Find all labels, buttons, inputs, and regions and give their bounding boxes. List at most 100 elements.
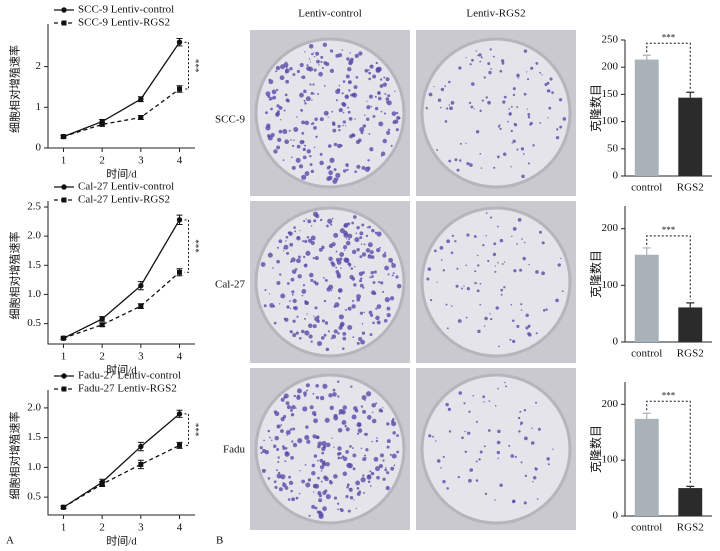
y-tick-label: 2.5 xyxy=(27,201,41,213)
colony xyxy=(304,434,310,441)
colony xyxy=(346,168,349,172)
colony xyxy=(489,48,492,51)
colony xyxy=(278,471,281,474)
colony xyxy=(446,107,449,110)
colony xyxy=(369,470,372,473)
colony xyxy=(336,502,340,505)
colony xyxy=(482,395,486,399)
colony xyxy=(496,440,501,445)
x-tick-label: control xyxy=(631,522,662,534)
colony xyxy=(311,471,316,476)
colony xyxy=(375,439,379,443)
colony xyxy=(353,283,357,287)
colony xyxy=(305,383,310,388)
colony xyxy=(313,315,315,317)
colony xyxy=(291,156,293,159)
colony xyxy=(275,469,278,472)
colony xyxy=(347,80,352,85)
colony xyxy=(440,467,442,469)
colony xyxy=(351,249,357,255)
colony xyxy=(362,409,367,414)
colony xyxy=(326,166,331,170)
colony xyxy=(342,111,345,114)
colony xyxy=(345,95,349,98)
colony xyxy=(361,166,366,170)
colony xyxy=(485,212,488,214)
colony xyxy=(297,274,302,279)
colony xyxy=(285,430,291,435)
colony xyxy=(497,261,499,264)
colony xyxy=(334,302,340,308)
colony xyxy=(428,92,433,97)
colony xyxy=(534,467,538,471)
colony xyxy=(386,471,390,475)
colony xyxy=(525,326,529,330)
colony xyxy=(288,475,292,479)
colony xyxy=(497,387,499,390)
colony xyxy=(523,92,527,96)
colony xyxy=(531,427,533,430)
colony xyxy=(274,435,279,441)
colony xyxy=(479,60,482,63)
colony xyxy=(335,269,340,274)
colony xyxy=(364,166,370,172)
colony xyxy=(314,316,320,322)
colony xyxy=(268,78,271,82)
x-tick-label: RGS2 xyxy=(677,522,704,534)
colony xyxy=(324,321,329,325)
colony xyxy=(277,456,280,459)
colony xyxy=(357,138,362,143)
colony xyxy=(285,79,290,84)
colony xyxy=(310,340,313,343)
colony xyxy=(320,60,323,64)
colony xyxy=(367,69,370,71)
colony xyxy=(542,309,546,312)
colony xyxy=(500,288,504,292)
colony xyxy=(373,456,379,462)
colony xyxy=(510,166,512,168)
colony xyxy=(321,319,325,323)
colony xyxy=(547,463,550,466)
colony xyxy=(291,497,295,502)
colony xyxy=(386,422,390,426)
colony xyxy=(314,256,319,261)
colony xyxy=(314,55,316,58)
colony xyxy=(368,225,371,229)
colony xyxy=(347,324,353,331)
colony xyxy=(377,280,381,284)
colony xyxy=(323,333,327,337)
colony xyxy=(351,299,355,303)
colony xyxy=(323,299,327,303)
colony xyxy=(339,252,345,257)
colony xyxy=(290,413,295,417)
dish xyxy=(420,373,572,525)
colony xyxy=(367,159,370,162)
colony xyxy=(286,434,288,437)
x-tick-label: 1 xyxy=(61,522,67,534)
colony xyxy=(367,242,373,248)
colony xyxy=(354,266,356,268)
colony xyxy=(528,263,530,266)
colony xyxy=(273,480,277,484)
colony xyxy=(331,334,337,339)
colony xyxy=(344,308,347,311)
colony xyxy=(298,255,301,259)
colony xyxy=(366,226,369,229)
colony xyxy=(466,162,470,166)
colony xyxy=(331,437,333,439)
colony xyxy=(556,128,559,131)
colony xyxy=(437,98,442,102)
significance-bracket xyxy=(184,41,190,90)
colony xyxy=(483,445,486,448)
colony xyxy=(508,112,512,116)
colony xyxy=(450,251,454,255)
colony xyxy=(315,383,319,388)
colony xyxy=(480,167,483,169)
colony xyxy=(351,93,356,97)
colony xyxy=(362,457,367,462)
colony xyxy=(508,108,510,110)
colony xyxy=(323,110,329,116)
colony xyxy=(529,123,532,126)
colony xyxy=(366,391,372,397)
colony xyxy=(270,439,273,442)
